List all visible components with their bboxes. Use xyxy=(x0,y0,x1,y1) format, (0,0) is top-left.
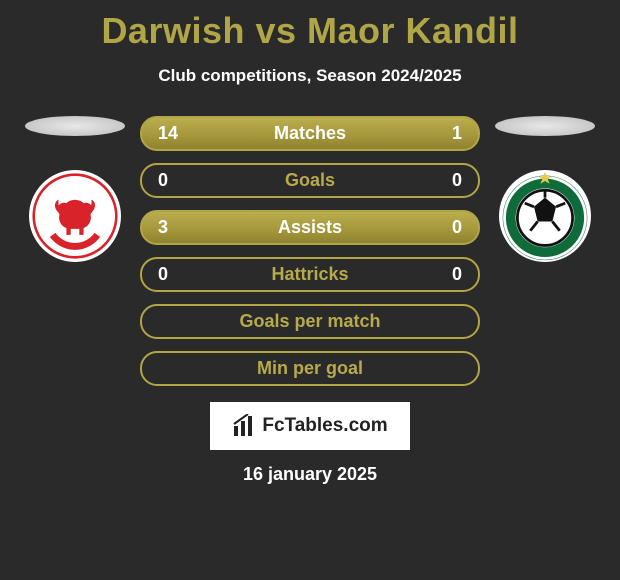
stat-left-value: 0 xyxy=(158,170,168,191)
stat-left-value: 3 xyxy=(158,217,168,238)
stat-label: Min per goal xyxy=(257,358,363,379)
maccabi-haifa-logo xyxy=(499,170,591,262)
stat-row-goals-per-match: Goals per match xyxy=(140,304,480,339)
branding-text: FcTables.com xyxy=(262,415,387,437)
club-ring-icon xyxy=(499,170,591,262)
stats-rows: 14 Matches 1 0 Goals 0 3 Assists 0 0 Hat… xyxy=(140,116,480,386)
stat-label: Goals xyxy=(285,170,335,191)
stat-row-goals: 0 Goals 0 xyxy=(140,163,480,198)
stat-label: Assists xyxy=(278,217,342,238)
main-container: Darwish vs Maor Kandil Club competitions… xyxy=(0,0,620,580)
player-silhouette-right xyxy=(495,116,595,136)
stat-row-assists: 3 Assists 0 xyxy=(140,210,480,245)
stat-label: Matches xyxy=(274,123,346,144)
stat-right-value: 1 xyxy=(452,123,462,144)
club-shield-icon xyxy=(32,173,118,259)
player-silhouette-left xyxy=(25,116,125,136)
content-row: 14 Matches 1 0 Goals 0 3 Assists 0 0 Hat… xyxy=(0,116,620,386)
generated-date: 16 january 2025 xyxy=(0,464,620,485)
right-player-column xyxy=(490,116,600,262)
stat-row-min-per-goal: Min per goal xyxy=(140,351,480,386)
bnei-sakhnin-logo xyxy=(29,170,121,262)
stat-label: Goals per match xyxy=(239,311,380,332)
stat-label: Hattricks xyxy=(271,264,348,285)
left-player-column xyxy=(20,116,130,262)
stat-left-value: 14 xyxy=(158,123,178,144)
subtitle: Club competitions, Season 2024/2025 xyxy=(0,66,620,86)
stat-right-value: 0 xyxy=(452,217,462,238)
stat-row-hattricks: 0 Hattricks 0 xyxy=(140,257,480,292)
stat-right-value: 0 xyxy=(452,264,462,285)
stat-left-value: 0 xyxy=(158,264,168,285)
stat-row-matches: 14 Matches 1 xyxy=(140,116,480,151)
stat-right-value: 0 xyxy=(452,170,462,191)
bar-chart-icon xyxy=(232,414,256,438)
fctables-branding[interactable]: FcTables.com xyxy=(210,402,410,450)
page-title: Darwish vs Maor Kandil xyxy=(0,10,620,52)
